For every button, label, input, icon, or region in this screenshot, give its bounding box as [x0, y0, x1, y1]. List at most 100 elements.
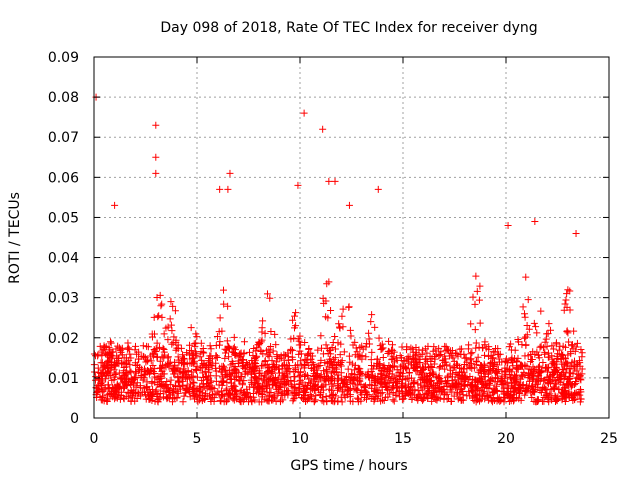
data-point: [243, 385, 251, 393]
data-point: [513, 365, 521, 373]
y-tick-label: 0.07: [48, 130, 79, 146]
data-point: [322, 393, 330, 401]
data-point: [156, 357, 164, 365]
data-point: [370, 397, 378, 405]
data-point: [273, 382, 281, 390]
data-point: [520, 368, 528, 376]
data-point: [453, 350, 461, 358]
data-point: [329, 374, 337, 382]
data-point: [230, 333, 238, 341]
data-point: [521, 334, 529, 342]
data-point: [431, 352, 439, 360]
data-point: [500, 388, 508, 396]
data-point: [287, 381, 295, 389]
data-point: [323, 374, 331, 382]
data-point: [392, 392, 400, 400]
data-point: [393, 372, 401, 380]
data-point: [558, 370, 566, 378]
data-point: [542, 335, 550, 343]
data-point: [320, 299, 328, 307]
data-point: [416, 358, 424, 366]
y-tick-label: 0.08: [48, 90, 79, 106]
data-point: [117, 374, 125, 382]
data-point: [159, 344, 167, 352]
data-point: [489, 354, 497, 362]
data-point: [555, 346, 563, 354]
data-point: [311, 385, 319, 393]
data-point: [552, 398, 560, 406]
data-point: [124, 339, 132, 347]
data-point: [379, 354, 387, 362]
data-point: [247, 376, 255, 384]
data-point: [288, 389, 296, 397]
data-point: [224, 302, 232, 310]
data-point: [301, 339, 309, 347]
data-point: [426, 370, 434, 378]
data-point: [394, 378, 402, 386]
data-point: [143, 368, 151, 376]
data-point: [171, 394, 179, 402]
data-point: [554, 354, 562, 362]
data-point: [212, 367, 220, 375]
data-point: [317, 356, 325, 364]
data-point: [408, 394, 416, 402]
data-point: [268, 357, 276, 365]
data-point: [175, 358, 183, 366]
data-point: [573, 374, 581, 382]
data-point: [481, 351, 489, 359]
data-point: [423, 390, 431, 398]
data-point: [119, 379, 127, 387]
data-point: [561, 355, 569, 363]
data-point: [339, 305, 347, 313]
data-point: [373, 355, 381, 363]
data-point: [289, 346, 297, 354]
data-point: [257, 372, 265, 380]
data-point: [452, 370, 460, 378]
data-point: [284, 365, 292, 373]
data-point: [454, 379, 462, 387]
data-point: [156, 389, 164, 397]
data-point: [172, 365, 180, 373]
data-point: [356, 369, 364, 377]
data-point: [149, 361, 157, 369]
data-point: [174, 378, 182, 386]
data-point: [232, 373, 240, 381]
data-point: [526, 369, 534, 377]
data-point: [577, 376, 585, 384]
data-point: [380, 397, 388, 405]
data-point: [102, 362, 110, 370]
data-point: [327, 307, 335, 315]
data-point: [331, 345, 339, 353]
data-point: [308, 377, 316, 385]
data-point: [328, 391, 336, 399]
data-point: [456, 368, 464, 376]
data-point: [417, 374, 425, 382]
data-point: [276, 354, 284, 362]
data-point: [334, 358, 342, 366]
data-point: [174, 389, 182, 397]
data-point: [268, 380, 276, 388]
data-point: [522, 273, 530, 281]
data-point: [541, 350, 549, 358]
data-point: [305, 394, 313, 402]
data-point: [179, 398, 187, 406]
y-tick-label: 0.06: [48, 170, 79, 186]
data-point: [255, 338, 263, 346]
data-point: [320, 367, 328, 375]
data-point: [552, 358, 560, 366]
data-point: [262, 381, 270, 389]
data-point: [216, 397, 224, 405]
data-point: [367, 361, 375, 369]
data-point: [302, 356, 310, 364]
data-point: [572, 390, 580, 398]
data-point: [126, 350, 134, 358]
data-point: [220, 286, 228, 294]
data-point: [141, 354, 149, 362]
data-point: [248, 367, 256, 375]
data-point: [196, 353, 204, 361]
data-point: [422, 381, 430, 389]
data-point: [535, 354, 543, 362]
data-point: [181, 360, 189, 368]
data-point: [456, 345, 464, 353]
data-point: [153, 374, 161, 382]
